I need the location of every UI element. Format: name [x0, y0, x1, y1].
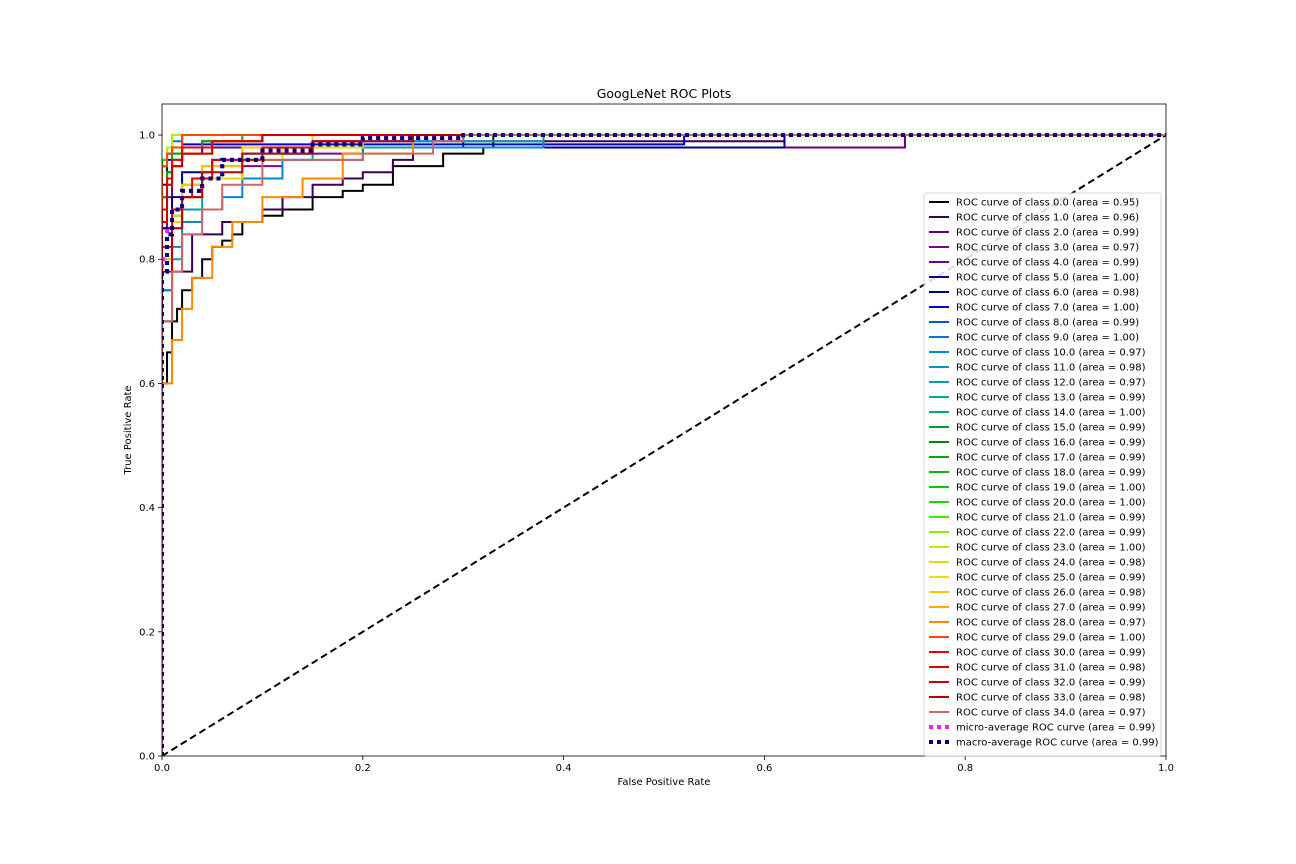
- legend-label-11: ROC curve of class 11.0 (area = 0.98): [956, 363, 1146, 374]
- plot-area: 0.0 0.2 0.4 0.6 0.8 1.0 0.0 0.2 0.4 0.6 0.8 1.0: [139, 103, 1174, 774]
- series-line-29: [162, 134, 1166, 756]
- legend: ROC curve of class 0.0 (area = 0.95) ROC …: [923, 192, 1162, 757]
- legend-label-19: ROC curve of class 19.0 (area = 1.00): [956, 483, 1146, 494]
- y-tick-label-3: 0.6: [139, 379, 155, 390]
- legend-label-33: ROC curve of class 33.0 (area = 0.98): [956, 693, 1146, 704]
- legend-label-28: ROC curve of class 28.0 (area = 0.97): [956, 618, 1146, 629]
- legend-label-25: ROC curve of class 25.0 (area = 0.99): [956, 573, 1146, 584]
- legend-label-7: ROC curve of class 7.0 (area = 1.00): [956, 303, 1139, 314]
- legend-label-4: ROC curve of class 4.0 (area = 0.99): [956, 258, 1139, 269]
- legend-label-29: ROC curve of class 29.0 (area = 1.00): [956, 633, 1146, 644]
- legend-label-13: ROC curve of class 13.0 (area = 0.99): [956, 393, 1146, 404]
- y-tick-label-0: 0.0: [139, 752, 155, 763]
- x-tick-label-0: 0.0: [154, 763, 170, 774]
- legend-label-8: ROC curve of class 8.0 (area = 0.99): [956, 318, 1139, 329]
- legend-box: [923, 192, 1162, 757]
- legend-label-2: ROC curve of class 2.0 (area = 0.99): [956, 228, 1139, 239]
- legend-label-15: ROC curve of class 15.0 (area = 0.99): [956, 423, 1146, 434]
- legend-label-36: macro-average ROC curve (area = 0.99): [956, 738, 1159, 749]
- legend-label-16: ROC curve of class 16.0 (area = 0.99): [956, 438, 1146, 449]
- legend-label-9: ROC curve of class 9.0 (area = 1.00): [956, 333, 1139, 344]
- legend-label-31: ROC curve of class 31.0 (area = 0.98): [956, 663, 1146, 674]
- y-axis-label: True Positive Rate: [123, 385, 134, 475]
- legend-label-27: ROC curve of class 27.0 (area = 0.99): [956, 603, 1146, 614]
- x-tick-label-5: 1.0: [1158, 763, 1174, 774]
- y-tick-label-2: 0.4: [139, 503, 155, 514]
- legend-label-17: ROC curve of class 17.0 (area = 0.99): [956, 453, 1146, 464]
- series-line-34: [162, 134, 1166, 756]
- y-tick-label-4: 0.8: [139, 255, 155, 266]
- legend-label-12: ROC curve of class 12.0 (area = 0.97): [956, 378, 1146, 389]
- legend-label-34: ROC curve of class 34.0 (area = 0.97): [956, 708, 1146, 719]
- x-axis-label: False Positive Rate: [618, 777, 711, 788]
- legend-label-20: ROC curve of class 20.0 (area = 1.00): [956, 498, 1146, 509]
- legend-label-32: ROC curve of class 32.0 (area = 0.99): [956, 678, 1146, 689]
- series-line-0: [162, 134, 1166, 756]
- x-tick-label-1: 0.2: [355, 763, 371, 774]
- legend-label-26: ROC curve of class 26.0 (area = 0.98): [956, 588, 1146, 599]
- legend-label-1: ROC curve of class 1.0 (area = 0.96): [956, 213, 1139, 224]
- legend-label-0: ROC curve of class 0.0 (area = 0.95): [956, 198, 1139, 209]
- legend-label-23: ROC curve of class 23.0 (area = 1.00): [956, 543, 1146, 554]
- x-tick-label-3: 0.6: [756, 763, 772, 774]
- legend-label-18: ROC curve of class 18.0 (area = 0.99): [956, 468, 1146, 479]
- axes-frame: [161, 103, 1167, 757]
- chart-title: GoogLeNet ROC Plots: [597, 86, 732, 101]
- series-line-28: [162, 134, 1166, 756]
- legend-label-5: ROC curve of class 5.0 (area = 1.00): [956, 273, 1139, 284]
- legend-label-6: ROC curve of class 6.0 (area = 0.98): [956, 288, 1139, 299]
- x-tick-label-4: 0.8: [957, 763, 973, 774]
- legend-label-21: ROC curve of class 21.0 (area = 0.99): [956, 513, 1146, 524]
- series-group: [162, 133, 1166, 756]
- y-tick-label-1: 0.2: [139, 627, 155, 638]
- legend-label-35: micro-average ROC curve (area = 0.99): [956, 723, 1155, 734]
- legend-label-10: ROC curve of class 10.0 (area = 0.97): [956, 348, 1146, 359]
- series-line-36: [162, 133, 1166, 756]
- legend-label-22: ROC curve of class 22.0 (area = 0.99): [956, 528, 1146, 539]
- series-line-32: [162, 134, 1166, 756]
- legend-label-30: ROC curve of class 30.0 (area = 0.99): [956, 648, 1146, 659]
- legend-label-3: ROC curve of class 3.0 (area = 0.97): [956, 243, 1139, 254]
- y-tick-label-5: 1.0: [139, 131, 155, 142]
- legend-label-14: ROC curve of class 14.0 (area = 1.00): [956, 408, 1146, 419]
- x-tick-label-2: 0.4: [556, 763, 572, 774]
- legend-label-24: ROC curve of class 24.0 (area = 0.98): [956, 558, 1146, 569]
